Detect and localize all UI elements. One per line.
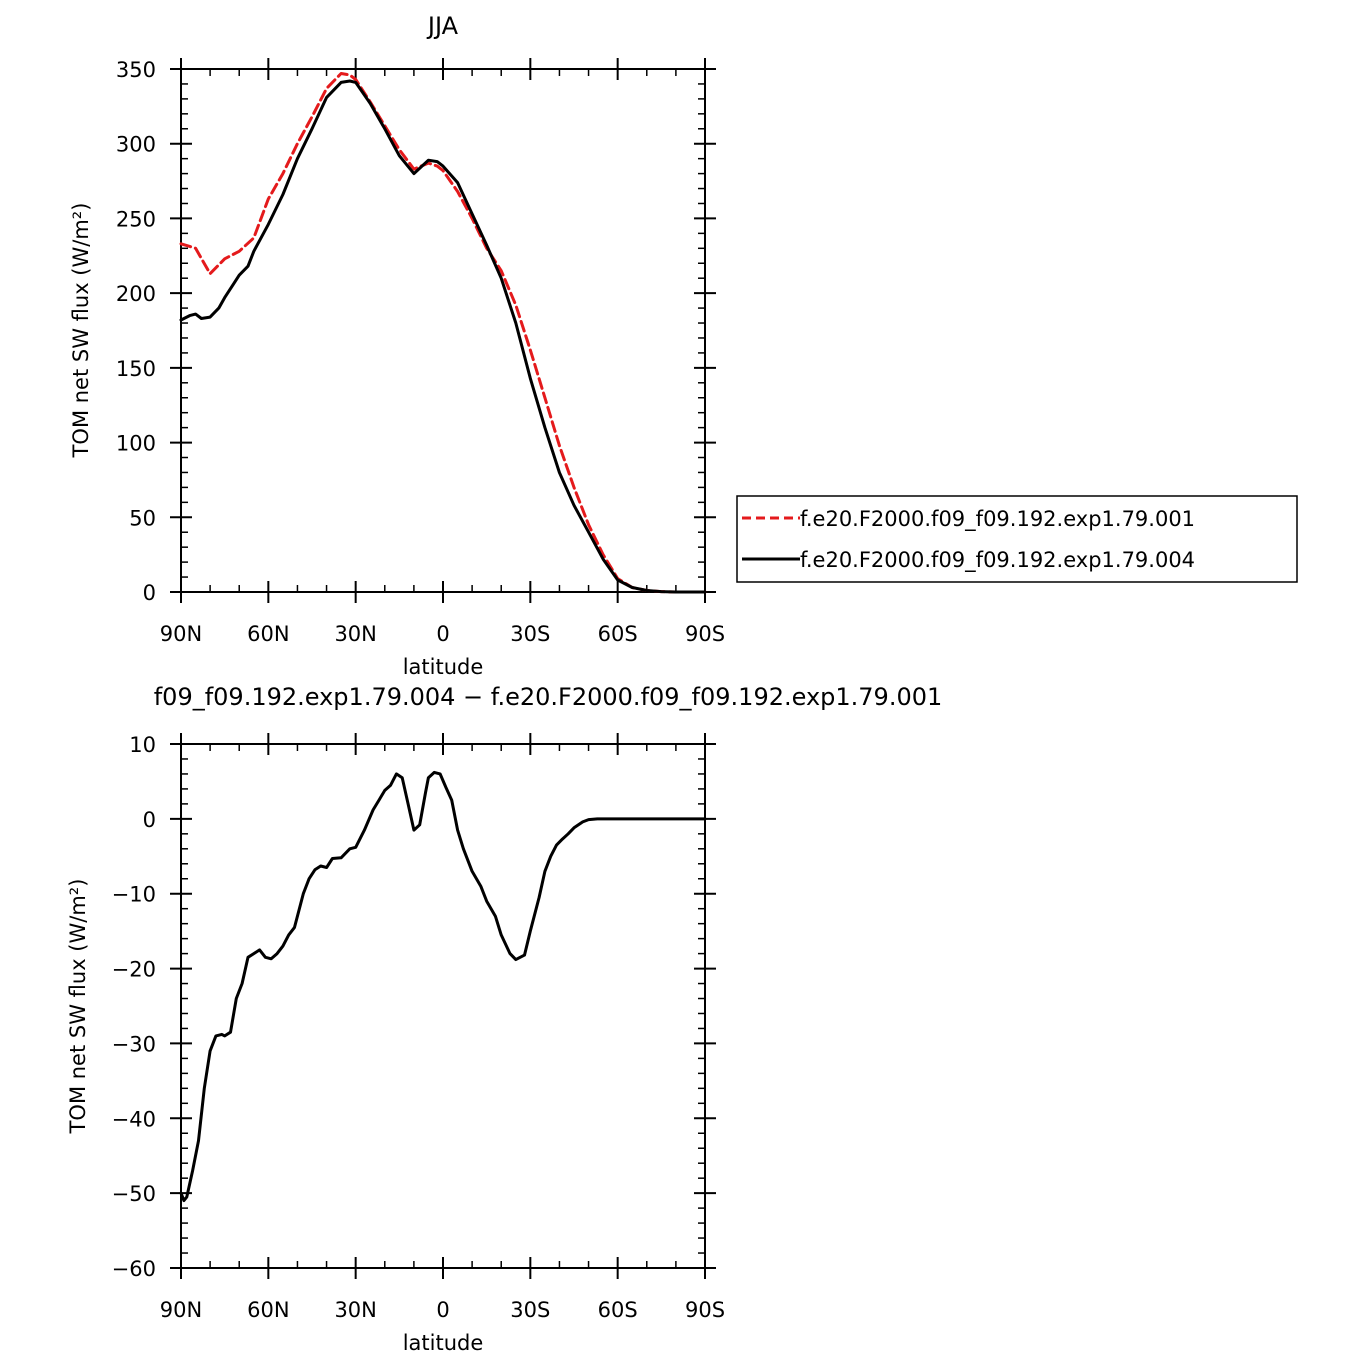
legend: f.e20.F2000.f09_f09.192.exp1.79.001 f.e2… (736, 495, 1298, 583)
bottom-y-tick-label: −50 (112, 1182, 156, 1206)
bottom-plot-title: f09_f09.192.exp1.79.004 − f.e20.F2000.f0… (154, 683, 943, 711)
bottom-y-tick-label: −20 (112, 958, 156, 982)
top-x-tick-label: 60S (598, 622, 638, 646)
bottom-x-tick-label: 90S (685, 1298, 725, 1322)
legend-frame (736, 495, 1298, 583)
top-y-axis-label: TOM net SW flux (W/m²) (69, 203, 93, 459)
top-y-tick-label: 350 (116, 58, 156, 82)
bottom-x-tick-label: 90N (160, 1298, 202, 1322)
top-y-tick-label: 0 (143, 581, 156, 605)
top-plot: 90N 60N 30N 0 30S 60S 90S 0 50 100 150 200 250 300 350 (116, 58, 725, 646)
bottom-x-tick-label: 30N (334, 1298, 376, 1322)
top-y-tick-label: 300 (116, 133, 156, 157)
top-x-tick-label: 90N (160, 622, 202, 646)
bottom-x-tick-label: 60S (598, 1298, 638, 1322)
top-y-tick-label: 250 (116, 207, 156, 231)
bottom-y-tick-label: −10 (112, 883, 156, 907)
top-y-tick-label: 50 (129, 506, 156, 530)
bottom-plot: 90N 60N 30N 0 30S 60S 90S 10 0 −10 −20 −30 −40 −50 −60 (112, 733, 725, 1322)
bottom-y-tick-label: −40 (112, 1107, 156, 1131)
top-x-axis-label: latitude (403, 655, 484, 679)
dynamic-marks: 90N 60N 30N 0 30S 60S 90S050100150200250300350… (112, 58, 725, 1322)
bottom-plot-frame (180, 743, 706, 1269)
bottom-x-tick-label: 30S (510, 1298, 550, 1322)
top-x-tick-label: 90S (685, 622, 725, 646)
bottom-y-tick-label: 10 (129, 733, 156, 757)
legend-label-series-2: f.e20.F2000.f09_f09.192.exp1.79.004 (800, 548, 1195, 573)
legend-label-series-1: f.e20.F2000.f09_f09.192.exp1.79.001 (800, 507, 1195, 532)
top-y-tick-label: 150 (116, 357, 156, 381)
top-x-tick-label: 30N (334, 622, 376, 646)
bottom-x-tick-label: 0 (436, 1298, 449, 1322)
bottom-y-axis-label: TOM net SW flux (W/m²) (66, 879, 90, 1135)
bottom-y-tick-label: −30 (112, 1032, 156, 1056)
bottom-series-line-1 (179, 770, 707, 1203)
bottom-x-axis-label: latitude (403, 1331, 484, 1355)
top-y-tick-label: 100 (116, 432, 156, 456)
top-series-line-2 (179, 79, 707, 594)
top-plot-title: JJA (426, 12, 459, 40)
bottom-x-tick-label: 60N (247, 1298, 289, 1322)
bottom-y-tick-label: 0 (143, 808, 156, 832)
top-x-tick-label: 30S (510, 622, 550, 646)
top-y-tick-label: 200 (116, 282, 156, 306)
top-series-line-1 (179, 72, 707, 594)
bottom-y-tick-label: −60 (112, 1257, 156, 1281)
top-x-tick-label: 60N (247, 622, 289, 646)
top-x-tick-label: 0 (436, 622, 449, 646)
top-plot-frame (180, 68, 706, 593)
